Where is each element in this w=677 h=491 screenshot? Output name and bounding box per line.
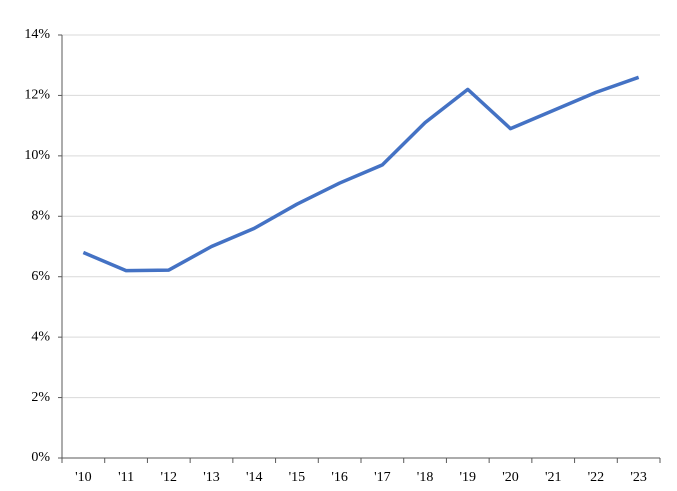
y-tick-label: 6% xyxy=(31,269,50,284)
x-tick-label: '17 xyxy=(374,470,391,485)
y-tick-label: 2% xyxy=(31,390,50,405)
x-tick-label: '10 xyxy=(75,470,92,485)
y-tick-label: 8% xyxy=(31,209,50,224)
x-tick-label: '13 xyxy=(203,470,220,485)
x-tick-label: '15 xyxy=(289,470,306,485)
x-tick-label: '18 xyxy=(417,470,434,485)
x-tick-label: '22 xyxy=(588,470,605,485)
x-tick-label: '16 xyxy=(331,470,348,485)
data-line xyxy=(82,75,640,273)
x-tick-label: '11 xyxy=(118,470,134,485)
x-tick-label: '21 xyxy=(545,470,562,485)
y-tick-label: 10% xyxy=(24,148,50,163)
y-tick-label: 12% xyxy=(24,88,50,103)
x-tick-label: '19 xyxy=(460,470,477,485)
x-tick-label: '20 xyxy=(502,470,519,485)
x-tick-label: '23 xyxy=(630,470,647,485)
y-tick-label: 4% xyxy=(31,329,50,344)
x-tick-label: '12 xyxy=(161,470,178,485)
y-tick-label: 0% xyxy=(31,450,50,465)
x-tick-label: '14 xyxy=(246,470,263,485)
y-tick-label: 14% xyxy=(24,27,50,42)
